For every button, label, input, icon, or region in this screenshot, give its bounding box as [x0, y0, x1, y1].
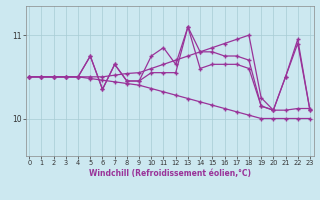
X-axis label: Windchill (Refroidissement éolien,°C): Windchill (Refroidissement éolien,°C)	[89, 169, 251, 178]
